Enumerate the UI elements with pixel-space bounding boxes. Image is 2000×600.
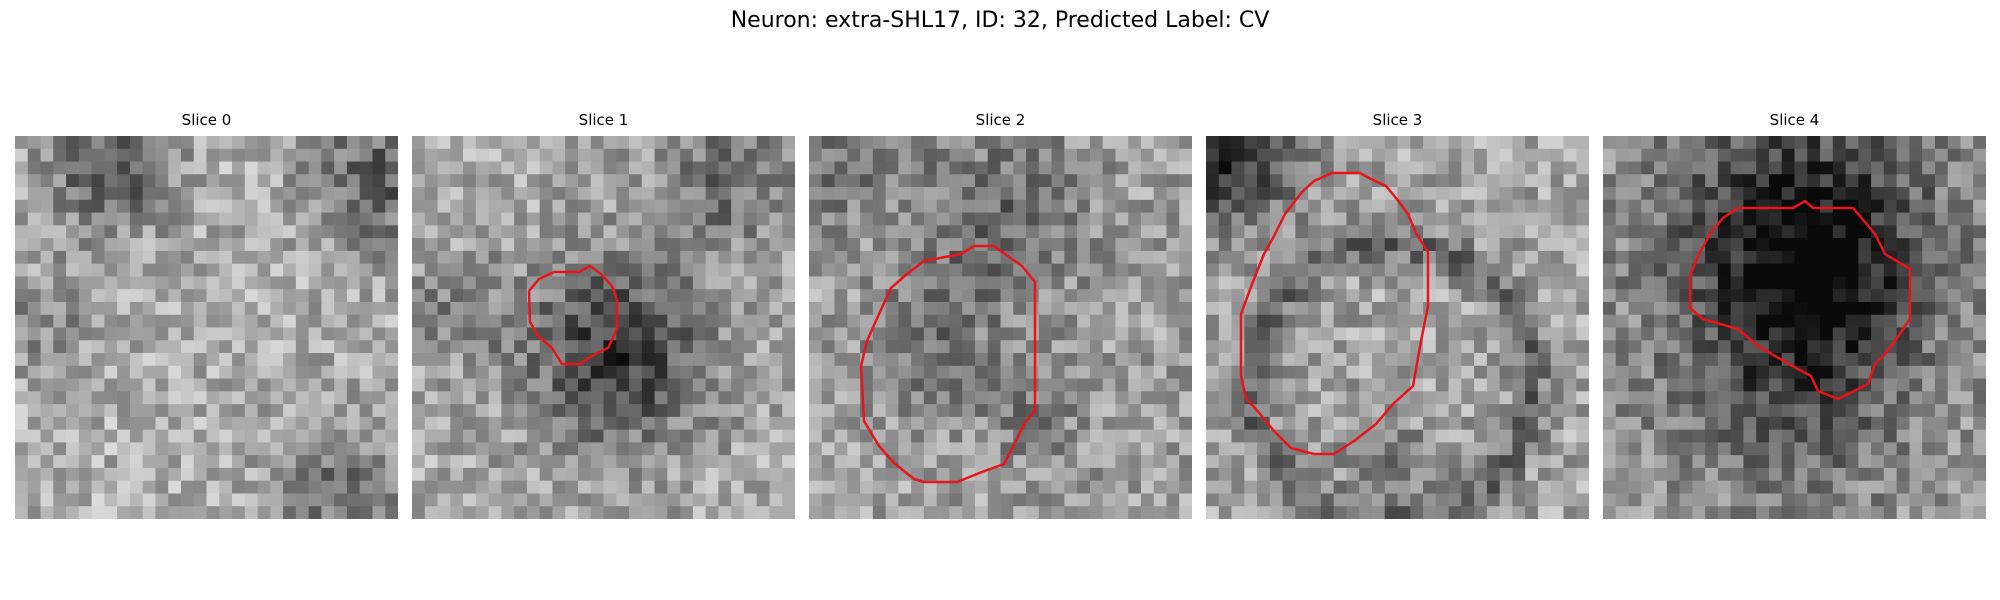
segmentation-contour-3 — [1239, 171, 1430, 456]
slice-image-2 — [809, 136, 1192, 519]
panel-title-slice-4: Slice 4 — [1769, 111, 1820, 129]
segmentation-contour-4 — [1688, 199, 1912, 401]
segmentation-contour-2 — [859, 244, 1037, 484]
figure-title: Neuron: extra-SHL17, ID: 32, Predicted L… — [730, 8, 1270, 33]
pixel-grid-4 — [1603, 136, 1986, 519]
panel-title-slice-2: Slice 2 — [975, 111, 1026, 129]
pixel-grid-0 — [15, 136, 398, 519]
panel-slice-1: Slice 1 — [412, 108, 795, 519]
panel-slice-2: Slice 2 — [809, 108, 1192, 519]
pixel-grid-1 — [412, 136, 795, 519]
panel-title-slice-3: Slice 3 — [1372, 111, 1423, 129]
slice-image-1 — [412, 136, 795, 519]
panel-title-slice-0: Slice 0 — [181, 111, 232, 129]
pixel-grid-3 — [1206, 136, 1589, 519]
segmentation-contour-1 — [527, 264, 619, 366]
panel-slice-0: Slice 0 — [15, 108, 398, 519]
panel-title-slice-1: Slice 1 — [578, 111, 629, 129]
panel-slice-4: Slice 4 — [1603, 108, 1986, 519]
slice-image-4 — [1603, 136, 1986, 519]
slice-image-3 — [1206, 136, 1589, 519]
panel-slice-3: Slice 3 — [1206, 108, 1589, 519]
pixel-grid-2 — [809, 136, 1192, 519]
slice-image-0 — [15, 136, 398, 519]
